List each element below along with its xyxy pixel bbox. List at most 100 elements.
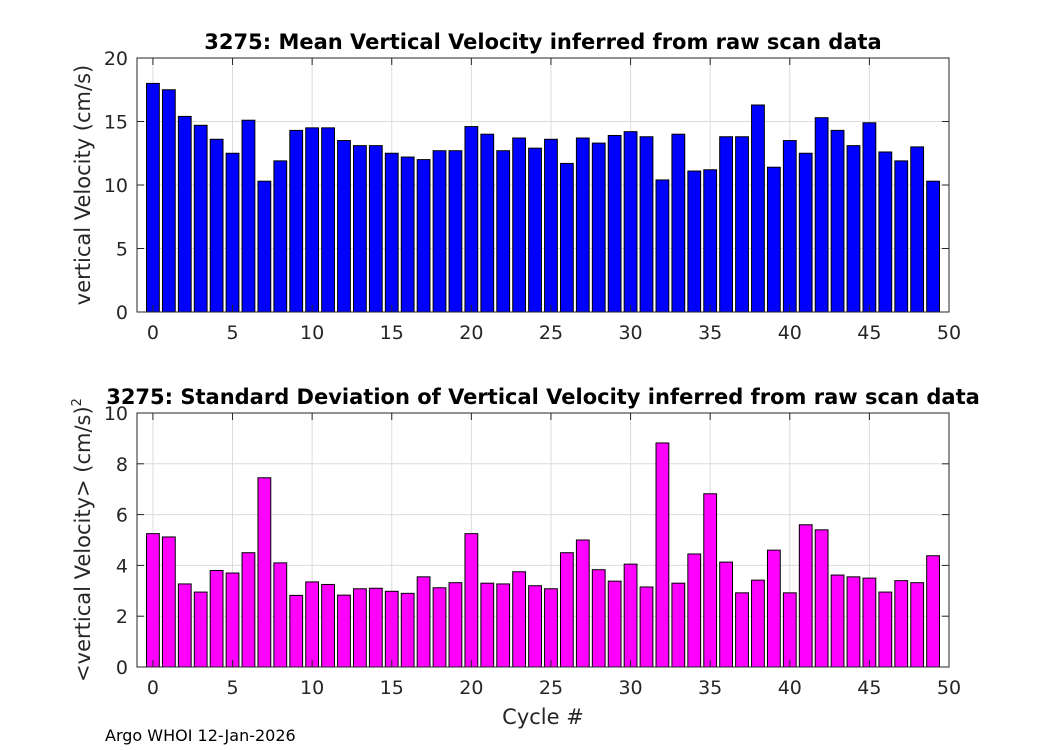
mean-velocity-bar-cycle-23 (512, 137, 527, 313)
std-velocity-bar-cycle-23 (512, 571, 527, 668)
x-tick-label: 30 (618, 322, 642, 344)
mean-velocity-bar-cycle-13 (353, 145, 367, 313)
std-velocity-bar-cycle-39 (766, 549, 781, 668)
mean-velocity-x-ticks: 0 5 10 15 20 25 30 35 40 45 50 (147, 58, 961, 344)
footer-credit: Argo WHOI 12-Jan-2026 (105, 726, 296, 745)
std-velocity-bar-cycle-0 (146, 533, 160, 668)
mean-velocity-bar-cycle-16 (400, 156, 415, 313)
mean-velocity-bar-cycle-44 (846, 145, 861, 313)
std-velocity-bar-cycle-14 (368, 587, 383, 668)
std-velocity-bar-cycle-43 (830, 574, 845, 668)
std-velocity-bar-cycle-30 (623, 563, 638, 668)
mean-velocity-bar-cycle-6 (241, 119, 256, 313)
std-velocity-bar-cycle-18 (432, 587, 447, 668)
std-velocity-bar-cycle-31 (639, 586, 654, 668)
std-velocity-bar-cycle-47 (894, 580, 909, 668)
std-velocity-bar-cycle-48 (910, 582, 925, 668)
std-velocity-bar-cycle-9 (289, 594, 304, 668)
mean-velocity-bar-cycle-32 (655, 179, 670, 313)
mean-velocity-bar-cycle-30 (623, 131, 638, 313)
mean-velocity-bar-cycle-40 (782, 140, 797, 313)
y-tick-label: 5 (116, 239, 128, 261)
mean-velocity-bar-cycle-31 (639, 136, 654, 313)
mean-velocity-bar-cycle-47 (894, 160, 909, 313)
y-tick-label: 20 (104, 48, 128, 70)
std-velocity-bar-cycle-41 (798, 524, 813, 668)
std-velocity-bar-cycle-1 (161, 536, 176, 668)
mean-velocity-bar-cycle-29 (607, 134, 622, 313)
mean-velocity-bar-cycle-33 (671, 133, 686, 313)
std-velocity-bar-cycle-34 (687, 553, 702, 668)
std-velocity-bar-cycle-7 (257, 477, 272, 668)
mean-velocity-bar-cycle-20 (464, 126, 479, 313)
x-tick-label: 0 (147, 677, 159, 699)
mean-velocity-bar-cycle-15 (384, 152, 399, 313)
x-tick-label: 35 (698, 677, 722, 699)
std-velocity-x-ticks: 0 5 10 15 20 25 30 35 40 45 50 (147, 413, 961, 699)
std-velocity-bar-cycle-13 (353, 588, 367, 668)
std-velocity-bar-cycle-33 (671, 582, 686, 668)
std-velocity-bar-cycle-10 (305, 581, 320, 668)
mean-velocity-bar-cycle-46 (878, 151, 893, 313)
mean-velocity-title: 3275: Mean Vertical Velocity inferred fr… (204, 30, 881, 54)
x-tick-label: 15 (380, 322, 404, 344)
mean-velocity-bar-cycle-17 (416, 159, 431, 313)
std-velocity-bar-cycle-27 (575, 539, 590, 668)
std-velocity-y-label-main: <vertical Velocity> (cm/s) (71, 406, 95, 682)
mean-velocity-bar-cycle-2 (177, 115, 192, 313)
x-tick-label: 30 (618, 677, 642, 699)
std-velocity-bar-cycle-36 (719, 561, 733, 668)
y-tick-label: 15 (104, 112, 128, 134)
x-tick-label: 5 (226, 677, 238, 699)
x-tick-label: 20 (459, 322, 483, 344)
std-velocity-bar-cycle-5 (225, 572, 240, 668)
std-velocity-y-label: <vertical Velocity> (cm/s)2 (70, 398, 95, 682)
x-tick-label: 50 (937, 322, 961, 344)
mean-velocity-bar-cycle-25 (544, 138, 558, 313)
mean-velocity-bar-cycle-7 (257, 180, 272, 313)
std-velocity-bars (146, 442, 940, 668)
std-velocity-bar-cycle-21 (480, 582, 495, 668)
mean-velocity-bar-cycle-26 (559, 162, 574, 313)
mean-velocity-bar-cycle-14 (368, 145, 383, 313)
mean-velocity-y-label: vertical Velocity (cm/s) (71, 65, 95, 305)
std-velocity-title: 3275: Standard Deviation of Vertical Vel… (106, 385, 980, 409)
std-velocity-bar-cycle-12 (337, 594, 351, 668)
mean-velocity-bar-cycle-3 (193, 124, 208, 313)
std-velocity-y-label-superscript: 2 (70, 398, 85, 406)
x-tick-label: 40 (778, 322, 802, 344)
y-tick-label: 0 (116, 302, 128, 324)
mean-velocity-bar-cycle-24 (528, 147, 542, 313)
x-tick-label: 5 (226, 322, 238, 344)
cycle-x-label: Cycle # (502, 705, 584, 729)
x-tick-label: 50 (937, 677, 961, 699)
std-velocity-bar-cycle-20 (464, 533, 479, 668)
mean-velocity-bar-cycle-38 (751, 104, 765, 313)
mean-velocity-bar-cycle-28 (591, 142, 606, 313)
std-velocity-bar-cycle-42 (814, 529, 829, 668)
mean-velocity-bar-cycle-18 (432, 150, 447, 313)
std-velocity-bar-cycle-38 (751, 579, 765, 668)
std-velocity-bar-cycle-2 (177, 583, 192, 668)
mean-velocity-bar-cycle-12 (337, 140, 351, 313)
mean-velocity-bar-cycle-21 (480, 133, 495, 313)
mean-velocity-bar-cycle-43 (830, 129, 845, 313)
x-tick-label: 10 (300, 322, 324, 344)
mean-velocity-chart: 0 5 10 15 20 25 30 35 40 45 50 0 5 10 15 20 3275: Mean… (71, 30, 961, 344)
std-velocity-bar-cycle-29 (607, 580, 622, 668)
std-velocity-bar-cycle-8 (273, 562, 288, 668)
mean-velocity-bar-cycle-22 (496, 150, 511, 313)
std-velocity-bar-cycle-16 (400, 592, 415, 668)
std-velocity-bar-cycle-44 (846, 576, 861, 668)
x-tick-label: 10 (300, 677, 324, 699)
mean-velocity-bar-cycle-11 (321, 127, 335, 313)
std-velocity-chart: 0 5 10 15 20 25 30 35 40 45 50 0 2 4 6 8 10 3275: Stand… (70, 385, 980, 729)
y-tick-label: 0 (116, 657, 128, 679)
x-tick-label: 15 (380, 677, 404, 699)
x-tick-label: 35 (698, 322, 722, 344)
mean-velocity-bar-cycle-19 (448, 150, 463, 313)
mean-velocity-bar-cycle-41 (798, 152, 813, 313)
std-velocity-bar-cycle-4 (209, 569, 224, 668)
mean-velocity-bar-cycle-36 (719, 136, 733, 313)
